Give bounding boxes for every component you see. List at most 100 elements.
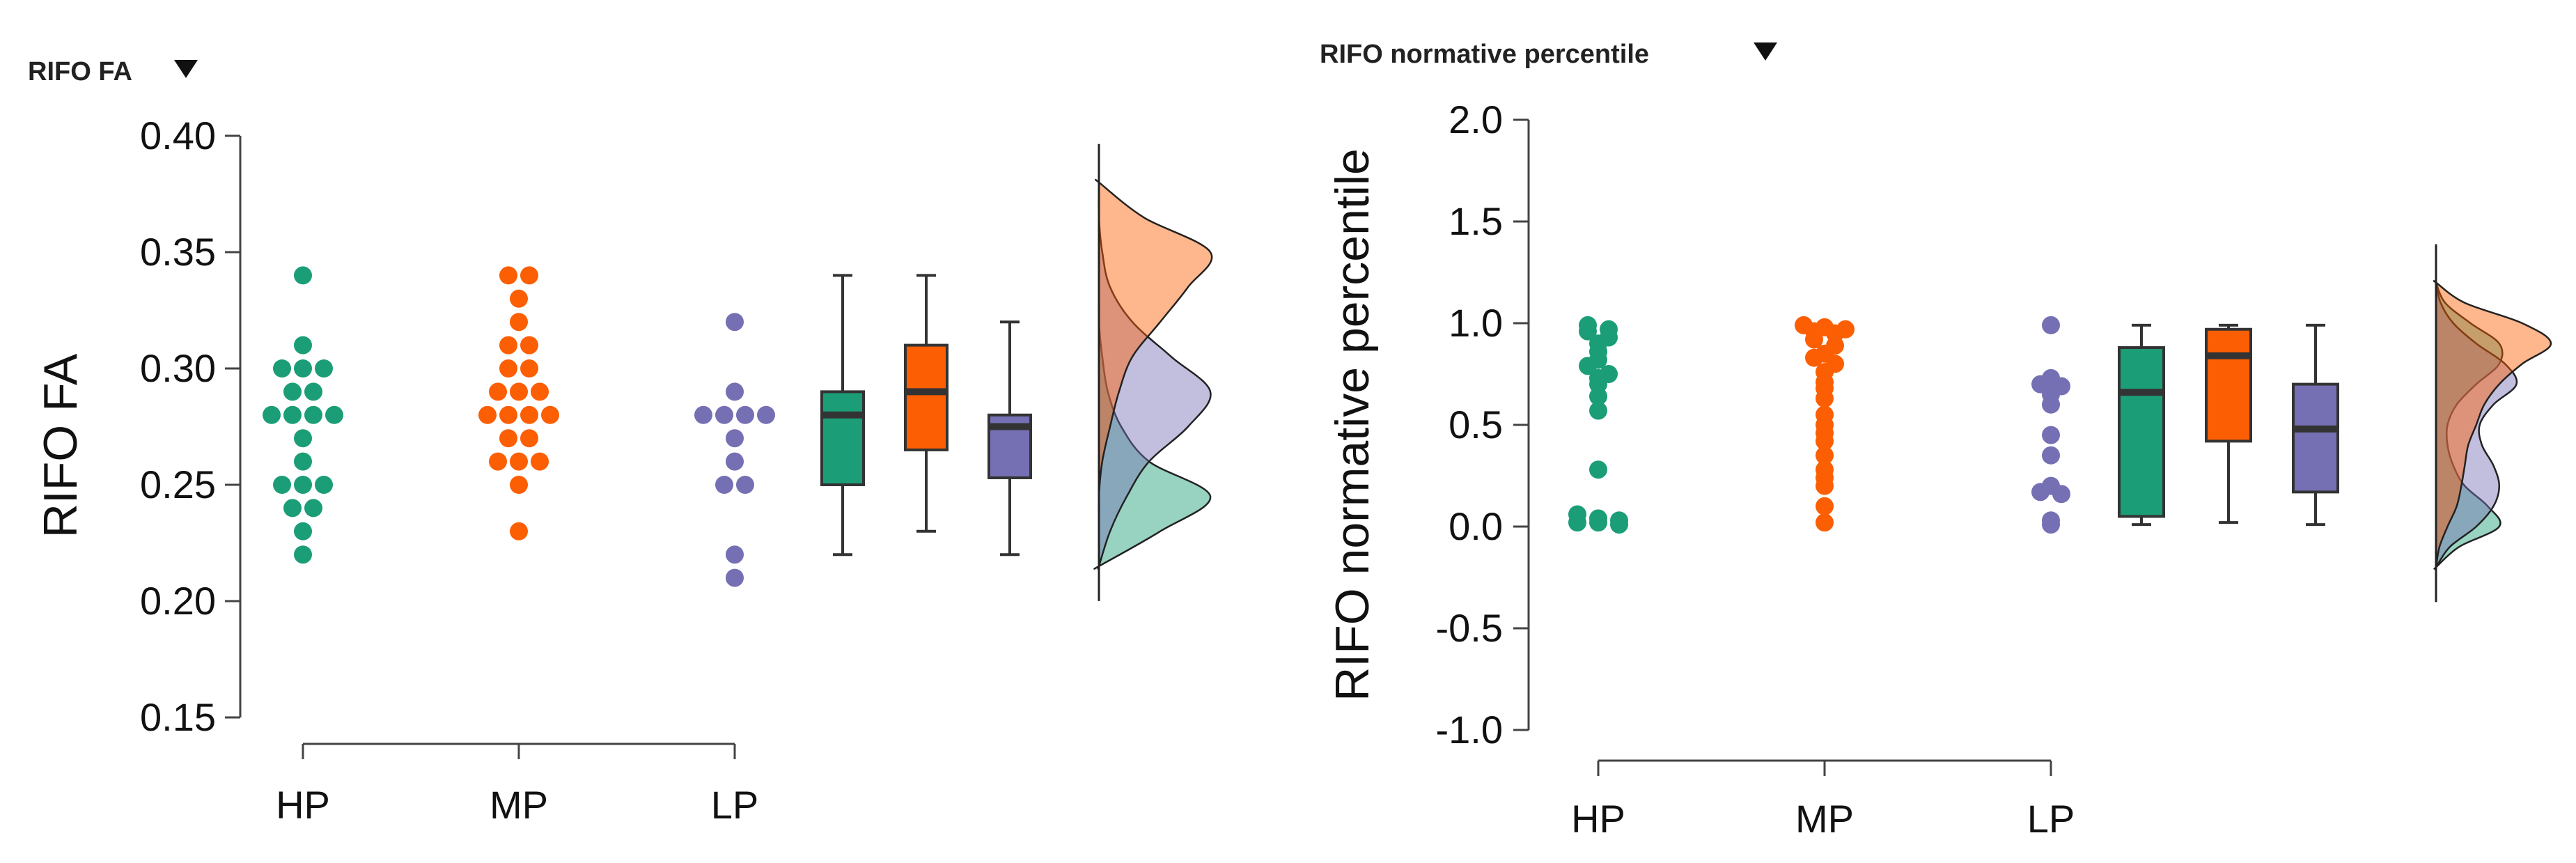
- point-mp: [1816, 513, 1834, 532]
- point-mp: [531, 382, 549, 401]
- density-mp: [2433, 280, 2552, 570]
- point-lp: [715, 405, 733, 424]
- point-hp: [1589, 401, 1607, 420]
- x-tick-label-lp: LP: [2027, 797, 2075, 841]
- y-axis: 0.15 0.20 0.25 0.30 0.35 0.40: [140, 114, 242, 739]
- point-lp: [726, 382, 744, 401]
- dropdown-label[interactable]: RIFO normative percentile: [1320, 40, 1649, 69]
- panel-rifo-normative-percentile: RIFO normative percentile RIFO normative…: [1320, 40, 2552, 841]
- caret-down-icon[interactable]: [174, 60, 198, 78]
- point-mp: [510, 522, 528, 541]
- dropdown-label[interactable]: RIFO FA: [28, 57, 132, 86]
- point-hp: [294, 429, 312, 448]
- point-mp: [1816, 318, 1834, 336]
- point-lp: [2042, 511, 2060, 530]
- point-mp: [1795, 316, 1813, 334]
- point-lp: [726, 452, 744, 471]
- point-mp: [520, 429, 538, 448]
- panel-rifo-fa: RIFO FA RIFO FA 0.15 0.20 0.25 0.30 0.35 0.40…: [28, 57, 1213, 827]
- point-hp: [315, 476, 333, 494]
- point-hp: [1579, 316, 1597, 334]
- point-hp: [283, 382, 302, 401]
- point-mp: [499, 429, 517, 448]
- y-tick-label: 0.5: [1449, 403, 1503, 446]
- point-mp: [499, 266, 517, 285]
- box-iqr: [2205, 327, 2252, 443]
- point-hp: [304, 499, 322, 518]
- point-mp: [489, 452, 507, 471]
- point-mp: [520, 359, 538, 378]
- y-tick-label: 0.40: [140, 114, 216, 157]
- point-mp: [520, 405, 538, 424]
- point-mp: [510, 382, 528, 401]
- boxplot-hp: [2118, 323, 2165, 527]
- density-hp: [2433, 280, 2504, 570]
- point-lp: [736, 405, 754, 424]
- point-hp: [1568, 505, 1586, 524]
- point-lp: [715, 476, 733, 494]
- density-clouds: [2433, 244, 2552, 602]
- y-tick-label: 0.35: [140, 230, 216, 274]
- point-lp: [726, 429, 744, 448]
- x-tick-label-mp: MP: [1795, 797, 1854, 841]
- point-lp: [2042, 476, 2060, 495]
- y-tick-label: 2.0: [1449, 98, 1503, 141]
- boxplots: [820, 274, 1032, 557]
- point-mp: [1816, 446, 1834, 465]
- y-tick-label: 0.20: [140, 579, 216, 623]
- dropdown-rifo-fa[interactable]: RIFO FA: [28, 57, 198, 86]
- box-iqr: [820, 390, 865, 487]
- x-tick-label-hp: HP: [276, 783, 330, 827]
- point-hp: [294, 522, 312, 541]
- box-iqr: [2118, 346, 2165, 518]
- y-tick-label: -0.5: [1436, 606, 1504, 650]
- boxplot-lp: [988, 320, 1032, 557]
- point-hp: [294, 476, 312, 494]
- point-lp: [726, 568, 744, 587]
- point-hp: [315, 359, 333, 378]
- point-hp: [263, 405, 281, 424]
- point-lp: [694, 405, 712, 424]
- boxplot-lp: [2292, 323, 2339, 527]
- point-mp: [1816, 460, 1834, 479]
- caret-down-icon[interactable]: [1754, 42, 1777, 61]
- point-mp: [1836, 320, 1855, 339]
- boxplots: [2118, 323, 2339, 527]
- boxplot-mp: [2205, 323, 2252, 524]
- point-mp: [1816, 497, 1834, 515]
- point-mp: [1816, 405, 1834, 424]
- point-lp: [726, 545, 744, 564]
- point-mp: [541, 405, 559, 424]
- point-hp: [294, 359, 312, 378]
- point-hp: [294, 452, 312, 471]
- y-tick-label: 0.15: [140, 695, 216, 739]
- point-mp: [510, 452, 528, 471]
- y-tick-label: 0.0: [1449, 504, 1503, 548]
- point-hp: [325, 405, 343, 424]
- boxplot-hp: [820, 274, 865, 557]
- point-hp: [273, 476, 291, 494]
- x-tick-label-mp: MP: [490, 783, 548, 827]
- point-mp: [520, 336, 538, 355]
- point-lp: [2042, 368, 2060, 387]
- point-hp: [1589, 509, 1607, 528]
- point-hp: [304, 405, 322, 424]
- point-hp: [1600, 365, 1618, 383]
- point-mp: [531, 452, 549, 471]
- point-hp: [304, 382, 322, 401]
- boxplot-mp: [904, 274, 949, 533]
- point-hp: [294, 266, 312, 285]
- x-tick-label-lp: LP: [711, 783, 759, 827]
- point-mp: [478, 405, 497, 424]
- point-hp: [283, 405, 302, 424]
- y-axis-title: RIFO normative percentile: [1326, 148, 1379, 701]
- y-tick-label: 1.0: [1449, 301, 1503, 345]
- point-mp: [499, 359, 517, 378]
- data-points: [1568, 316, 2070, 534]
- point-hp: [1600, 320, 1618, 339]
- point-mp: [510, 476, 528, 494]
- point-hp: [1589, 460, 1607, 479]
- point-mp: [510, 289, 528, 308]
- box-iqr: [2292, 382, 2339, 494]
- dropdown-rifo-normative-percentile[interactable]: RIFO normative percentile: [1320, 40, 1777, 69]
